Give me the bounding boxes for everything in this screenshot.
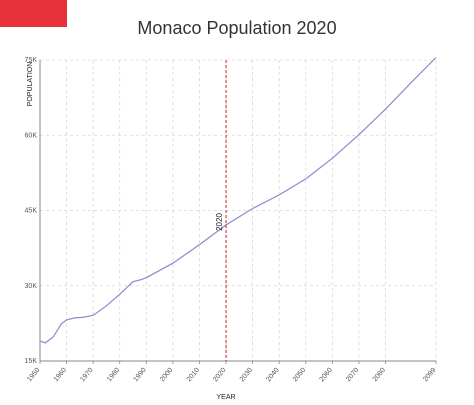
x-tick-label: 1980	[106, 367, 121, 384]
x-axis-title: YEAR	[217, 394, 236, 401]
x-tick-label: 1970	[79, 367, 94, 384]
x-tick-label: 2060	[319, 367, 334, 384]
chart-title: Monaco Population 2020	[137, 18, 337, 38]
x-tick-label: 2030	[239, 367, 254, 384]
x-tick-label: 1950	[26, 367, 41, 384]
y-tick-label: 75K	[25, 57, 38, 64]
y-tick-label: 15K	[25, 358, 38, 365]
x-tick-label: 2010	[186, 367, 201, 384]
x-tick-label: 1990	[132, 367, 147, 384]
x-tick-label: 2050	[292, 367, 307, 384]
population-series-line	[39, 57, 437, 344]
series-layer	[39, 57, 437, 361]
y-tick-label: 30K	[25, 283, 38, 290]
grid	[39, 59, 437, 362]
x-tick-label: 2070	[345, 367, 360, 384]
year-marker-label: 2020	[215, 213, 224, 231]
x-tick-label: 2020	[212, 367, 227, 384]
x-tick-label: 1960	[53, 367, 68, 384]
axes	[39, 60, 437, 364]
y-tick-label: 60K	[25, 132, 38, 139]
x-tick-label: 2080	[372, 367, 387, 384]
x-tick-label: 2099	[422, 367, 437, 384]
x-tick-label: 2040	[265, 367, 280, 384]
y-axis-title: POPULATION	[27, 62, 34, 107]
y-tick-label: 45K	[25, 208, 38, 215]
x-tick-label: 2000	[159, 367, 174, 384]
labels: 15K 30K 45K 60K 75K 1950 1960 1970 1980 1990 2000 2…	[25, 57, 438, 401]
flag-banner	[0, 0, 67, 27]
